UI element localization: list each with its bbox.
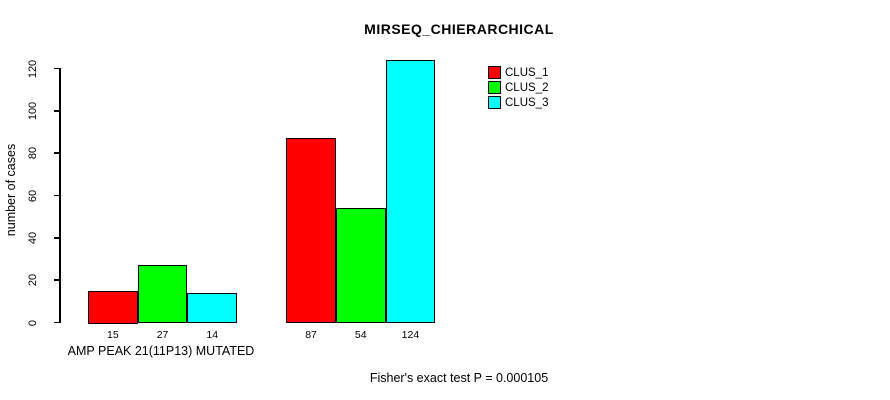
- y-tick: [53, 110, 61, 112]
- bar-clus_1-group2: [286, 138, 336, 324]
- y-tick: [53, 237, 61, 239]
- y-tick-label: 100: [27, 101, 39, 121]
- bar-value-label: 15: [107, 329, 119, 341]
- legend-swatch-clus_3: [488, 96, 501, 110]
- y-tick: [53, 152, 61, 154]
- legend-label: CLUS_3: [505, 96, 549, 109]
- bar-value-label: 87: [305, 329, 317, 341]
- y-tick: [53, 321, 61, 324]
- legend-swatch-clus_1: [488, 66, 501, 79]
- legend-swatch-clus_2: [488, 81, 501, 95]
- bar-clus_2-group2: [335, 208, 386, 324]
- y-tick: [53, 67, 61, 70]
- chart-title: MIRSEQ_CHIERARCHICAL: [364, 21, 554, 37]
- legend-label: CLUS_2: [505, 81, 549, 94]
- bar-clus_3-group1: [187, 292, 238, 324]
- bar-clus_2-group1: [137, 265, 188, 324]
- bar-value-label: 27: [156, 329, 169, 341]
- bar-value-label: 54: [354, 329, 367, 341]
- legend-label: CLUS_1: [505, 66, 549, 79]
- bar-clus_3-group2: [385, 60, 436, 324]
- y-axis-label: number of cases: [4, 143, 18, 237]
- y-tick-label: 120: [27, 59, 39, 78]
- y-tick: [53, 279, 61, 281]
- y-tick-label: 40: [27, 231, 39, 244]
- bar-value-label: 124: [401, 329, 420, 341]
- y-tick-label: 20: [27, 274, 39, 287]
- y-tick: [53, 194, 61, 197]
- x-group-label: AMP PEAK 21(11P13) MUTATED: [67, 344, 255, 358]
- bar-value-label: 14: [206, 329, 219, 341]
- y-tick-label: 0: [27, 319, 39, 326]
- y-tick-label: 60: [27, 189, 39, 202]
- pvalue-annotation: Fisher's exact test P = 0.000105: [369, 371, 549, 385]
- bar-clus_1-group1: [88, 290, 138, 324]
- y-tick-label: 80: [27, 147, 39, 160]
